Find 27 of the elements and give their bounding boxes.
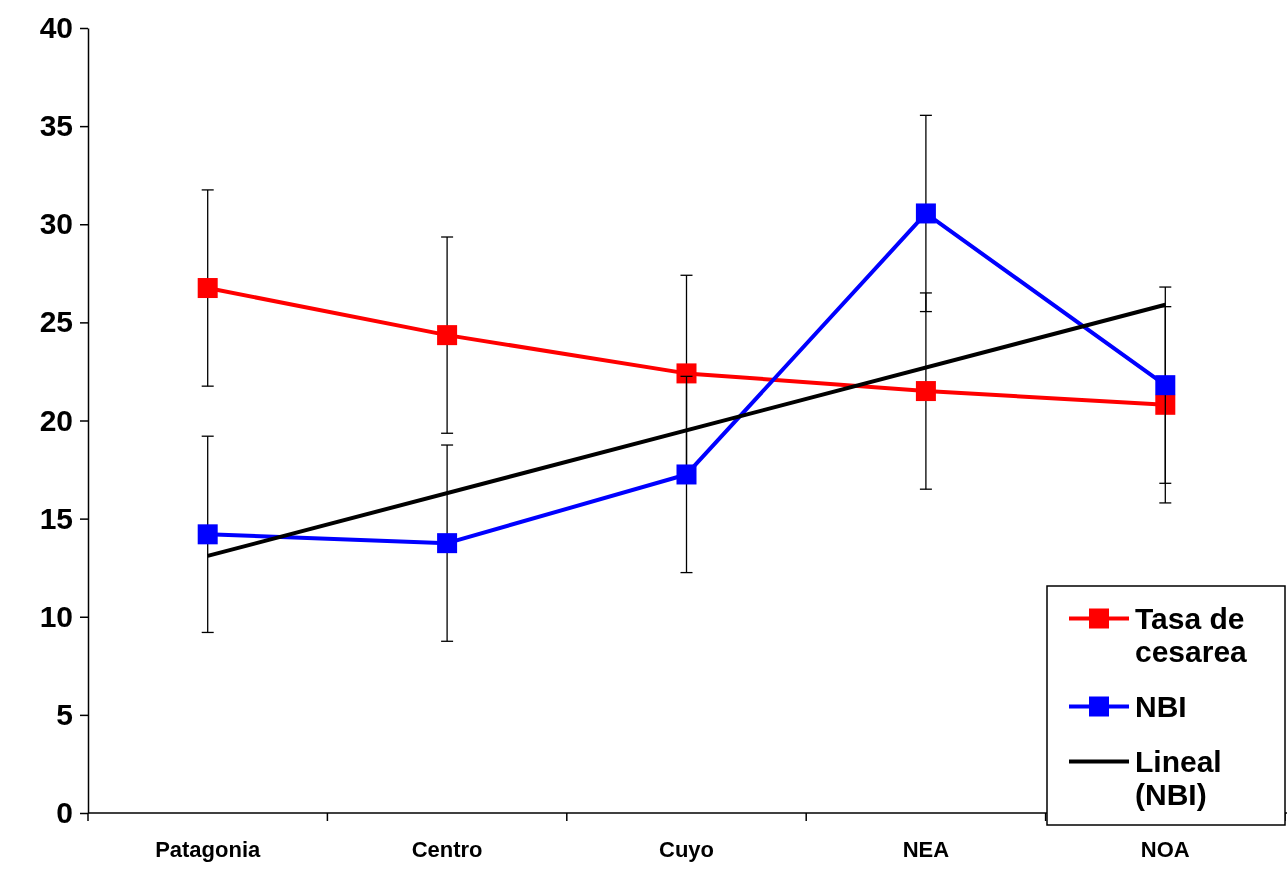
y-tick-label: 15 [39,501,73,535]
y-tick-label: 5 [56,697,73,731]
y-tick-label: 40 [39,11,73,45]
y-tick-label: 0 [56,796,73,830]
point [676,363,697,384]
point [197,524,218,545]
point [437,325,458,346]
point [915,381,936,402]
x-tick-label: NOA [1140,837,1190,862]
y-tick-label: 25 [39,305,73,339]
point [1155,375,1176,396]
legend-label: Lineal (NBI) [1135,744,1222,811]
legend-label: NBI [1135,689,1187,723]
x-tick-label: NEA [902,837,950,862]
x-tick-label: Cuyo [659,837,714,862]
point [676,464,697,485]
y-tick-label: 30 [39,207,73,241]
y-tick-label: 20 [39,403,73,437]
x-tick-label: Centro [411,837,483,862]
point [437,533,458,554]
point [1155,394,1176,415]
point [915,203,936,224]
point [197,278,218,299]
x-tick-label: Patagonia [155,837,262,862]
y-tick-label: 35 [39,109,73,143]
legend-label: Tasa de cesarea [1135,601,1248,668]
y-tick-label: 10 [39,599,73,633]
